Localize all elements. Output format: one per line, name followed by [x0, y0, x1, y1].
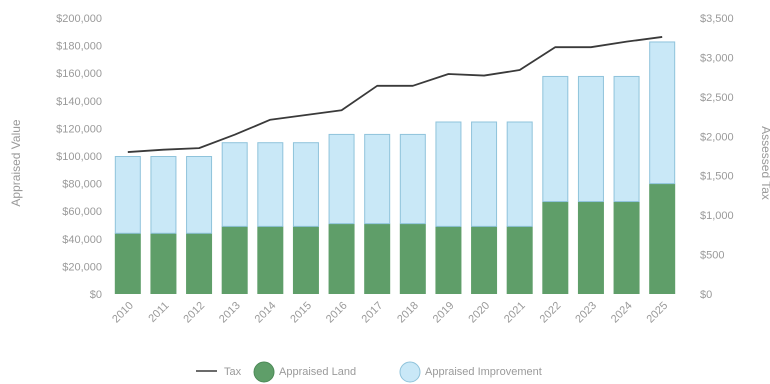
bar-appraised-land — [114, 233, 141, 294]
bar-appraised-land — [613, 201, 640, 294]
x-tick-label: 2018 — [395, 300, 421, 326]
x-tick-label: 2024 — [609, 300, 635, 326]
x-tick-label: 2019 — [431, 300, 457, 326]
bar-appraised-land — [328, 223, 355, 294]
left-tick-label: $0 — [90, 289, 102, 301]
x-tick-label: 2016 — [324, 300, 350, 326]
bar-appraised-improvement — [613, 75, 640, 203]
right-tick-label: $0 — [700, 289, 712, 301]
bar-appraised-land — [471, 226, 498, 294]
tax-line — [127, 36, 663, 153]
left-tick-label: $40,000 — [62, 234, 102, 246]
bar-appraised-improvement — [471, 121, 498, 227]
bar-appraised-improvement — [399, 133, 426, 225]
right-tick-label: $2,000 — [700, 131, 734, 143]
right-tick-label: $3,000 — [700, 52, 734, 64]
legend-land-swatch — [253, 361, 275, 383]
x-tick-label: 2020 — [466, 300, 492, 326]
legend-improvement-swatch — [399, 361, 421, 383]
x-tick-label: 2025 — [645, 300, 671, 326]
left-tick-label: $20,000 — [62, 261, 102, 273]
bar-appraised-improvement — [257, 142, 284, 227]
left-tick-label: $100,000 — [56, 151, 102, 163]
tax-line-group — [127, 36, 663, 153]
bar-appraised-improvement — [542, 75, 569, 203]
x-tick-label: 2014 — [253, 300, 279, 326]
right-tick-label: $3,500 — [700, 13, 734, 25]
bar-appraised-improvement — [328, 133, 355, 225]
left-tick-label: $160,000 — [56, 68, 102, 80]
bar-appraised-land — [150, 233, 177, 294]
legend-land-label: Appraised Land — [279, 366, 356, 378]
right-axis-title: Assessed Tax — [759, 126, 770, 200]
left-tick-label: $60,000 — [62, 206, 102, 218]
x-tick-label: 2015 — [288, 300, 314, 326]
legend-tax-label: Tax — [224, 366, 242, 378]
left-tick-label: $80,000 — [62, 179, 102, 191]
bar-appraised-improvement — [292, 142, 319, 227]
right-axis-ticks: $0 $500 $1,000 $1,500 $2,000 $2,500 $3,000 $3,5… — [700, 13, 734, 301]
bar-appraised-improvement — [114, 156, 141, 234]
bar-appraised-improvement — [150, 156, 177, 234]
x-tick-label: 2011 — [146, 300, 171, 325]
legend: Tax Appraised Land Appraised Improvement — [196, 361, 542, 383]
bar-appraised-improvement — [186, 156, 213, 234]
left-tick-label: $140,000 — [56, 96, 102, 108]
legend-improvement-label: Appraised Improvement — [425, 366, 542, 378]
bar-appraised-land — [577, 201, 604, 294]
bars-group — [114, 41, 676, 294]
bar-appraised-land — [186, 233, 213, 294]
bar-appraised-land — [542, 201, 569, 294]
x-tick-label: 2017 — [360, 300, 386, 326]
bar-appraised-land — [399, 223, 426, 294]
right-tick-label: $1,500 — [700, 171, 734, 183]
bar-appraised-improvement — [506, 121, 533, 227]
x-tick-label: 2022 — [538, 300, 564, 326]
right-tick-label: $2,500 — [700, 92, 734, 104]
right-tick-label: $500 — [700, 250, 724, 262]
bar-appraised-improvement — [577, 75, 604, 203]
bar-appraised-land — [506, 226, 533, 294]
left-axis-title: Appraised Value — [9, 119, 23, 206]
bar-appraised-improvement — [649, 41, 676, 185]
bar-appraised-improvement — [221, 142, 248, 227]
left-tick-label: $200,000 — [56, 13, 102, 25]
left-axis-ticks: $0 $20,000 $40,000 $60,000 $80,000 $100,000 $1… — [56, 13, 102, 301]
x-axis-ticks: 2010 2011 2012 2013 2014 2015 2016 2017 2018 2019… — [110, 300, 670, 326]
bar-appraised-land — [649, 183, 676, 294]
x-tick-label: 2012 — [181, 300, 207, 326]
bar-appraised-land — [435, 226, 462, 294]
x-tick-label: 2013 — [217, 300, 243, 326]
bar-appraised-improvement — [364, 133, 391, 225]
bar-appraised-improvement — [435, 121, 462, 227]
right-tick-label: $1,000 — [700, 210, 734, 222]
bar-appraised-land — [257, 226, 284, 294]
x-tick-label: 2010 — [110, 300, 136, 326]
bar-appraised-land — [292, 226, 319, 294]
left-tick-label: $120,000 — [56, 123, 102, 135]
left-tick-label: $180,000 — [56, 41, 102, 53]
x-tick-label: 2021 — [502, 300, 528, 326]
x-tick-label: 2023 — [573, 300, 599, 326]
bar-appraised-land — [221, 226, 248, 294]
bar-appraised-land — [364, 223, 391, 294]
